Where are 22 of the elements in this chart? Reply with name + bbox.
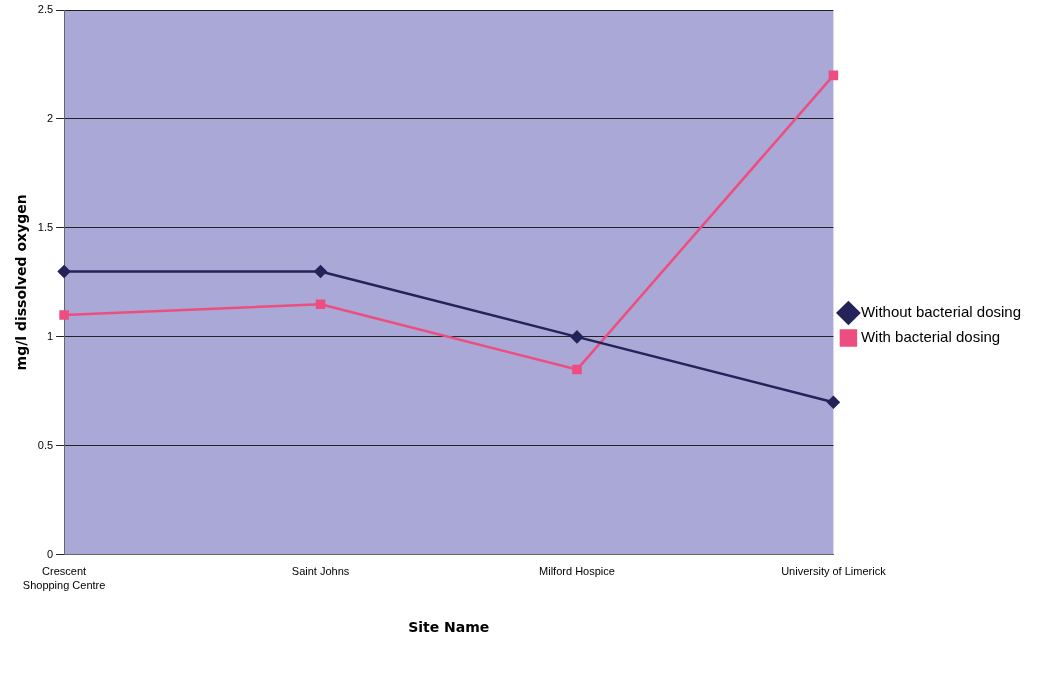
y-tick-label: 2 [46, 111, 54, 124]
x-tick-label: Milford Hospice [539, 565, 615, 578]
y-axis-title: mg/l dissolved oxygen [13, 194, 30, 371]
y-tick-label: 1 [46, 329, 54, 342]
legend-label: Without bacterial dosing [860, 303, 1022, 321]
point [828, 70, 839, 81]
x-tick-label: Saint Johns [291, 565, 350, 578]
point [570, 330, 584, 344]
x-tick-label: University of Limerick [781, 565, 887, 578]
point [59, 310, 69, 320]
y-tick-label: 1.5 [37, 220, 54, 233]
point [57, 265, 71, 278]
y-tick-label: 0 [46, 547, 54, 560]
legend-label: With bacterial dosing [860, 328, 1001, 346]
point [315, 299, 326, 309]
point [827, 396, 840, 409]
x-tick-label: Crescent Shopping Centre [22, 565, 106, 591]
point [314, 265, 327, 278]
y-tick-label: 0.5 [37, 438, 54, 451]
y-tick-label: 2.5 [37, 3, 54, 16]
point [572, 364, 582, 375]
x-axis-title: Site Name [408, 619, 490, 636]
